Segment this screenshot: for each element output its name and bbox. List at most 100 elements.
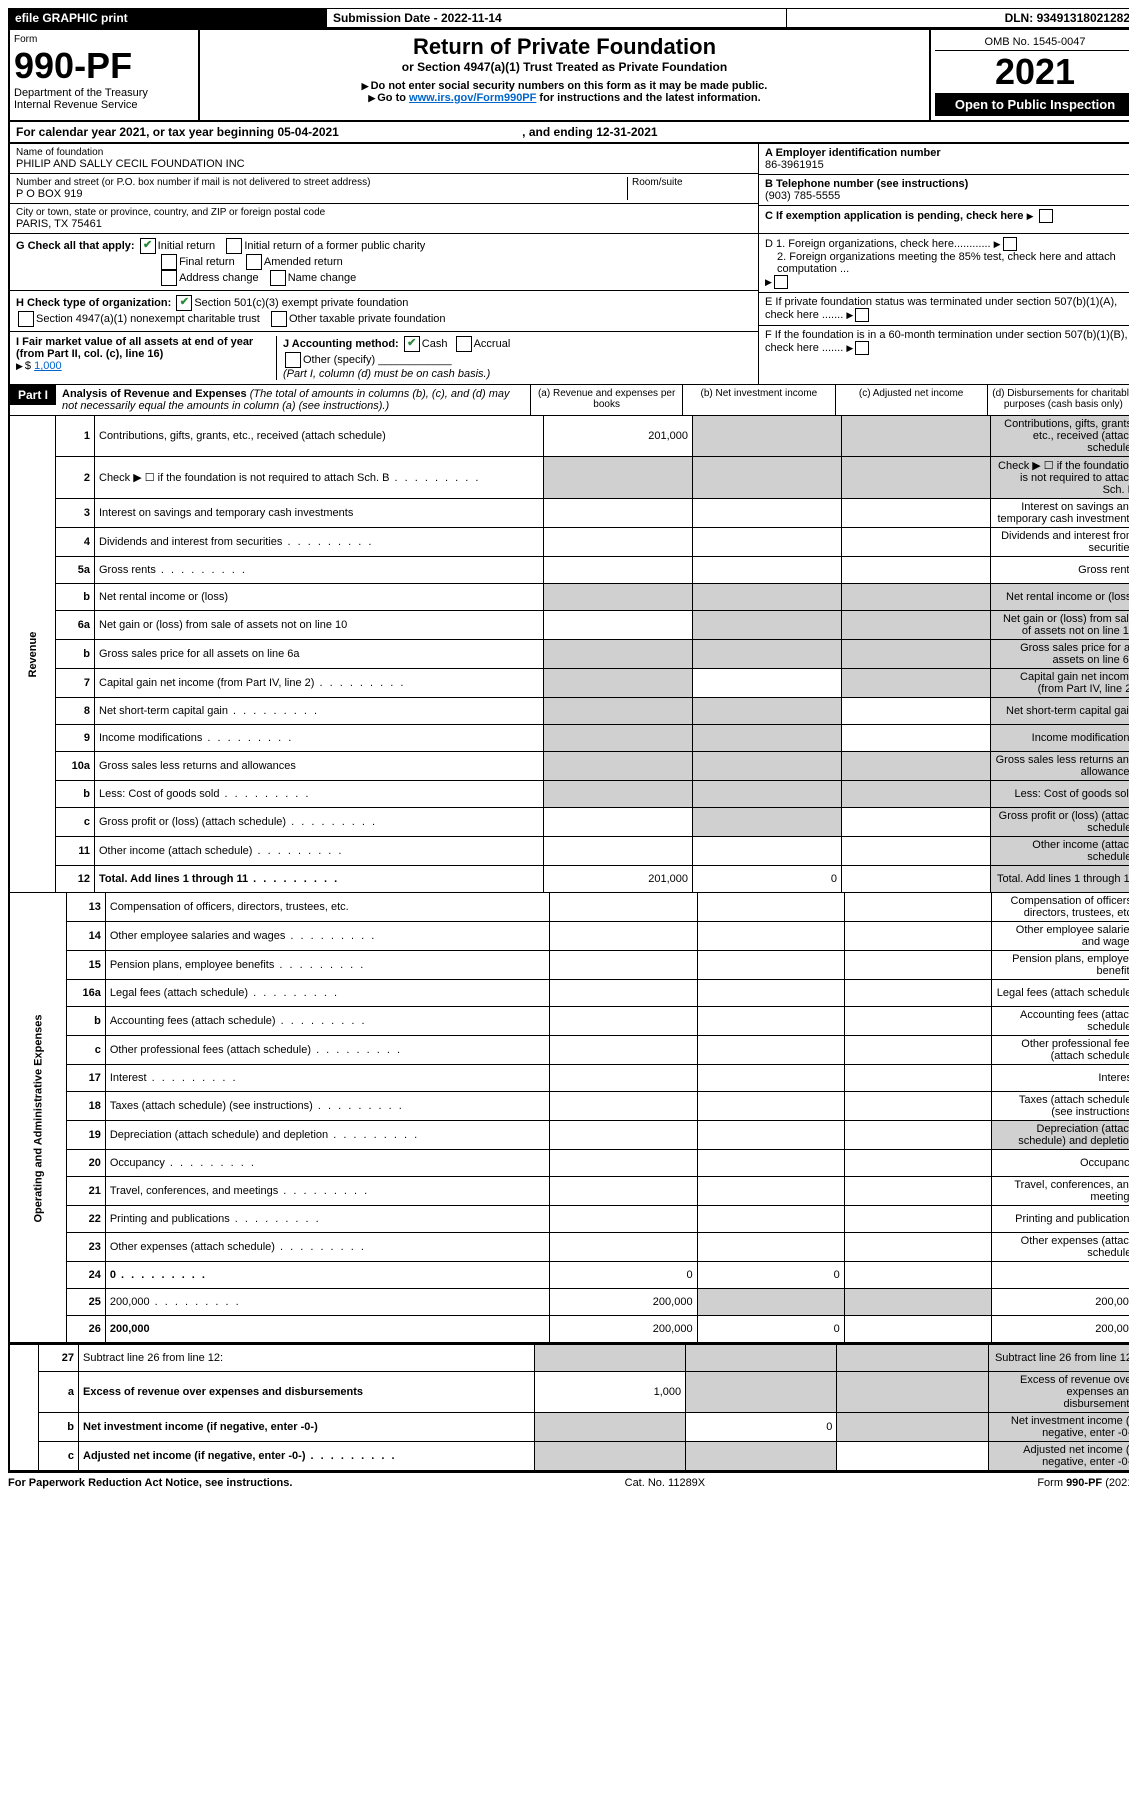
table-row: aExcess of revenue over expenses and dis… [10, 1372, 1129, 1413]
table-row: 6aNet gain or (loss) from sale of assets… [10, 611, 1129, 640]
table-row: bNet rental income or (loss)Net rental i… [10, 584, 1129, 611]
table-row: 5aGross rentsGross rents [10, 557, 1129, 584]
j-cash-check[interactable] [404, 336, 420, 352]
table-row: 18Taxes (attach schedule) (see instructi… [10, 1092, 1129, 1121]
city-label: City or town, state or province, country… [16, 207, 752, 218]
opex-table: Operating and Administrative Expenses13C… [10, 893, 1129, 1343]
open-public: Open to Public Inspection [935, 93, 1129, 116]
side-label: Operating and Administrative Expenses [10, 893, 67, 1343]
table-row: bAccounting fees (attach schedule)Accoun… [10, 1007, 1129, 1036]
addr-label: Number and street (or P.O. box number if… [16, 177, 627, 188]
footer-left: For Paperwork Reduction Act Notice, see … [8, 1477, 292, 1489]
table-row: 8Net short-term capital gainNet short-te… [10, 698, 1129, 725]
table-row: bNet investment income (if negative, ent… [10, 1413, 1129, 1442]
part1-header: Part I Analysis of Revenue and Expenses … [10, 384, 1129, 416]
city: PARIS, TX 75461 [16, 218, 752, 230]
e-check[interactable] [855, 308, 869, 322]
table-row: 240000 [10, 1262, 1129, 1289]
table-row: 7Capital gain net income (from Part IV, … [10, 669, 1129, 698]
table-row: 20OccupancyOccupancy [10, 1150, 1129, 1177]
col-b: (b) Net investment income [683, 385, 835, 415]
ij-row: I Fair market value of all assets at end… [10, 332, 758, 384]
table-row: 25200,000200,000200,000 [10, 1289, 1129, 1316]
form-container: Form 990-PF Department of the Treasury I… [8, 28, 1129, 1473]
table-row: Operating and Administrative Expenses13C… [10, 893, 1129, 922]
table-row: cOther professional fees (attach schedul… [10, 1036, 1129, 1065]
table-row: 15Pension plans, employee benefitsPensio… [10, 951, 1129, 980]
g-name-check[interactable] [270, 270, 286, 286]
form-subtitle: or Section 4947(a)(1) Trust Treated as P… [204, 60, 925, 74]
d2-check[interactable] [774, 275, 788, 289]
form-link[interactable]: www.irs.gov/Form990PF [409, 92, 536, 104]
d1-check[interactable] [1003, 237, 1017, 251]
table-row: 12Total. Add lines 1 through 11201,0000T… [10, 866, 1129, 893]
entity-info: Name of foundation PHILIP AND SALLY CECI… [10, 144, 1129, 234]
foundation-name: PHILIP AND SALLY CECIL FOUNDATION INC [16, 158, 752, 170]
g-initial-former-check[interactable] [226, 238, 242, 254]
f-check[interactable] [855, 341, 869, 355]
address: P O BOX 919 [16, 188, 627, 200]
table-row: cAdjusted net income (if negative, enter… [10, 1442, 1129, 1471]
part1-badge: Part I [10, 385, 56, 405]
g-amended-check[interactable] [246, 254, 262, 270]
footer-right: Form 990-PF (2021) [1037, 1477, 1129, 1489]
table-row: 23Other expenses (attach schedule)Other … [10, 1233, 1129, 1262]
room-label: Room/suite [632, 177, 752, 188]
ein: 86-3961915 [765, 159, 1129, 171]
table-row: 11Other income (attach schedule)Other in… [10, 837, 1129, 866]
table-row: 2Check ▶ ☐ if the foundation is not requ… [10, 457, 1129, 499]
form-word: Form [14, 34, 194, 45]
table-row: 17InterestInterest [10, 1065, 1129, 1092]
table-row: Revenue1Contributions, gifts, grants, et… [10, 416, 1129, 457]
efile-label[interactable]: efile GRAPHIC print [9, 9, 327, 28]
warn: Do not enter social security numbers on … [204, 80, 925, 92]
page-footer: For Paperwork Reduction Act Notice, see … [8, 1473, 1129, 1493]
g-addr-check[interactable] [161, 270, 177, 286]
h-row: H Check type of organization: Section 50… [10, 291, 758, 332]
j-other-check[interactable] [285, 352, 301, 368]
phone-label: B Telephone number (see instructions) [765, 178, 1129, 190]
table-row: bLess: Cost of goods soldLess: Cost of g… [10, 781, 1129, 808]
table-row: 14Other employee salaries and wagesOther… [10, 922, 1129, 951]
goto: Go to www.irs.gov/Form990PF for instruct… [204, 92, 925, 104]
h-501c3-check[interactable] [176, 295, 192, 311]
table-row: 10aGross sales less returns and allowanc… [10, 752, 1129, 781]
c-checkbox[interactable] [1039, 209, 1053, 223]
footer-mid: Cat. No. 11289X [625, 1477, 706, 1489]
side-label: Revenue [10, 416, 56, 893]
form-header: Form 990-PF Department of the Treasury I… [10, 30, 1129, 122]
g-initial-check[interactable] [140, 238, 156, 254]
col-c: (c) Adjusted net income [836, 385, 988, 415]
dln: DLN: 93491318021282 [786, 9, 1129, 28]
j-accrual-check[interactable] [456, 336, 472, 352]
col-d: (d) Disbursements for charitable purpose… [988, 385, 1129, 415]
omb: OMB No. 1545-0047 [935, 34, 1129, 51]
table-row: 3Interest on savings and temporary cash … [10, 499, 1129, 528]
table-row: 26200,000200,0000200,000 [10, 1316, 1129, 1343]
table-row: 19Depreciation (attach schedule) and dep… [10, 1121, 1129, 1150]
g-row: G Check all that apply: Initial return I… [10, 234, 758, 291]
g-final-check[interactable] [161, 254, 177, 270]
table-row: 27Subtract line 26 from line 12:Subtract… [10, 1344, 1129, 1372]
phone: (903) 785-5555 [765, 190, 1129, 202]
table-row: bGross sales price for all assets on lin… [10, 640, 1129, 669]
form-number: 990-PF [14, 45, 194, 87]
form-title: Return of Private Foundation [204, 34, 925, 60]
h-4947-check[interactable] [18, 311, 34, 327]
table-row: 4Dividends and interest from securitiesD… [10, 528, 1129, 557]
table-row: 16aLegal fees (attach schedule)Legal fee… [10, 980, 1129, 1007]
ein-label: A Employer identification number [765, 147, 1129, 159]
table-row: 22Printing and publicationsPrinting and … [10, 1206, 1129, 1233]
dept: Department of the Treasury [14, 87, 194, 99]
col-a: (a) Revenue and expenses per books [531, 385, 683, 415]
c-label: C If exemption application is pending, c… [765, 210, 1024, 222]
fmv-value[interactable]: 1,000 [34, 360, 62, 372]
calendar-year: For calendar year 2021, or tax year begi… [10, 122, 1129, 144]
top-bar: efile GRAPHIC print Submission Date - 20… [8, 8, 1129, 28]
h-other-check[interactable] [271, 311, 287, 327]
table-row: cGross profit or (loss) (attach schedule… [10, 808, 1129, 837]
tax-year: 2021 [935, 51, 1129, 93]
table-row: 21Travel, conferences, and meetingsTrave… [10, 1177, 1129, 1206]
irs: Internal Revenue Service [14, 99, 194, 111]
submission-date: Submission Date - 2022-11-14 [326, 9, 786, 28]
